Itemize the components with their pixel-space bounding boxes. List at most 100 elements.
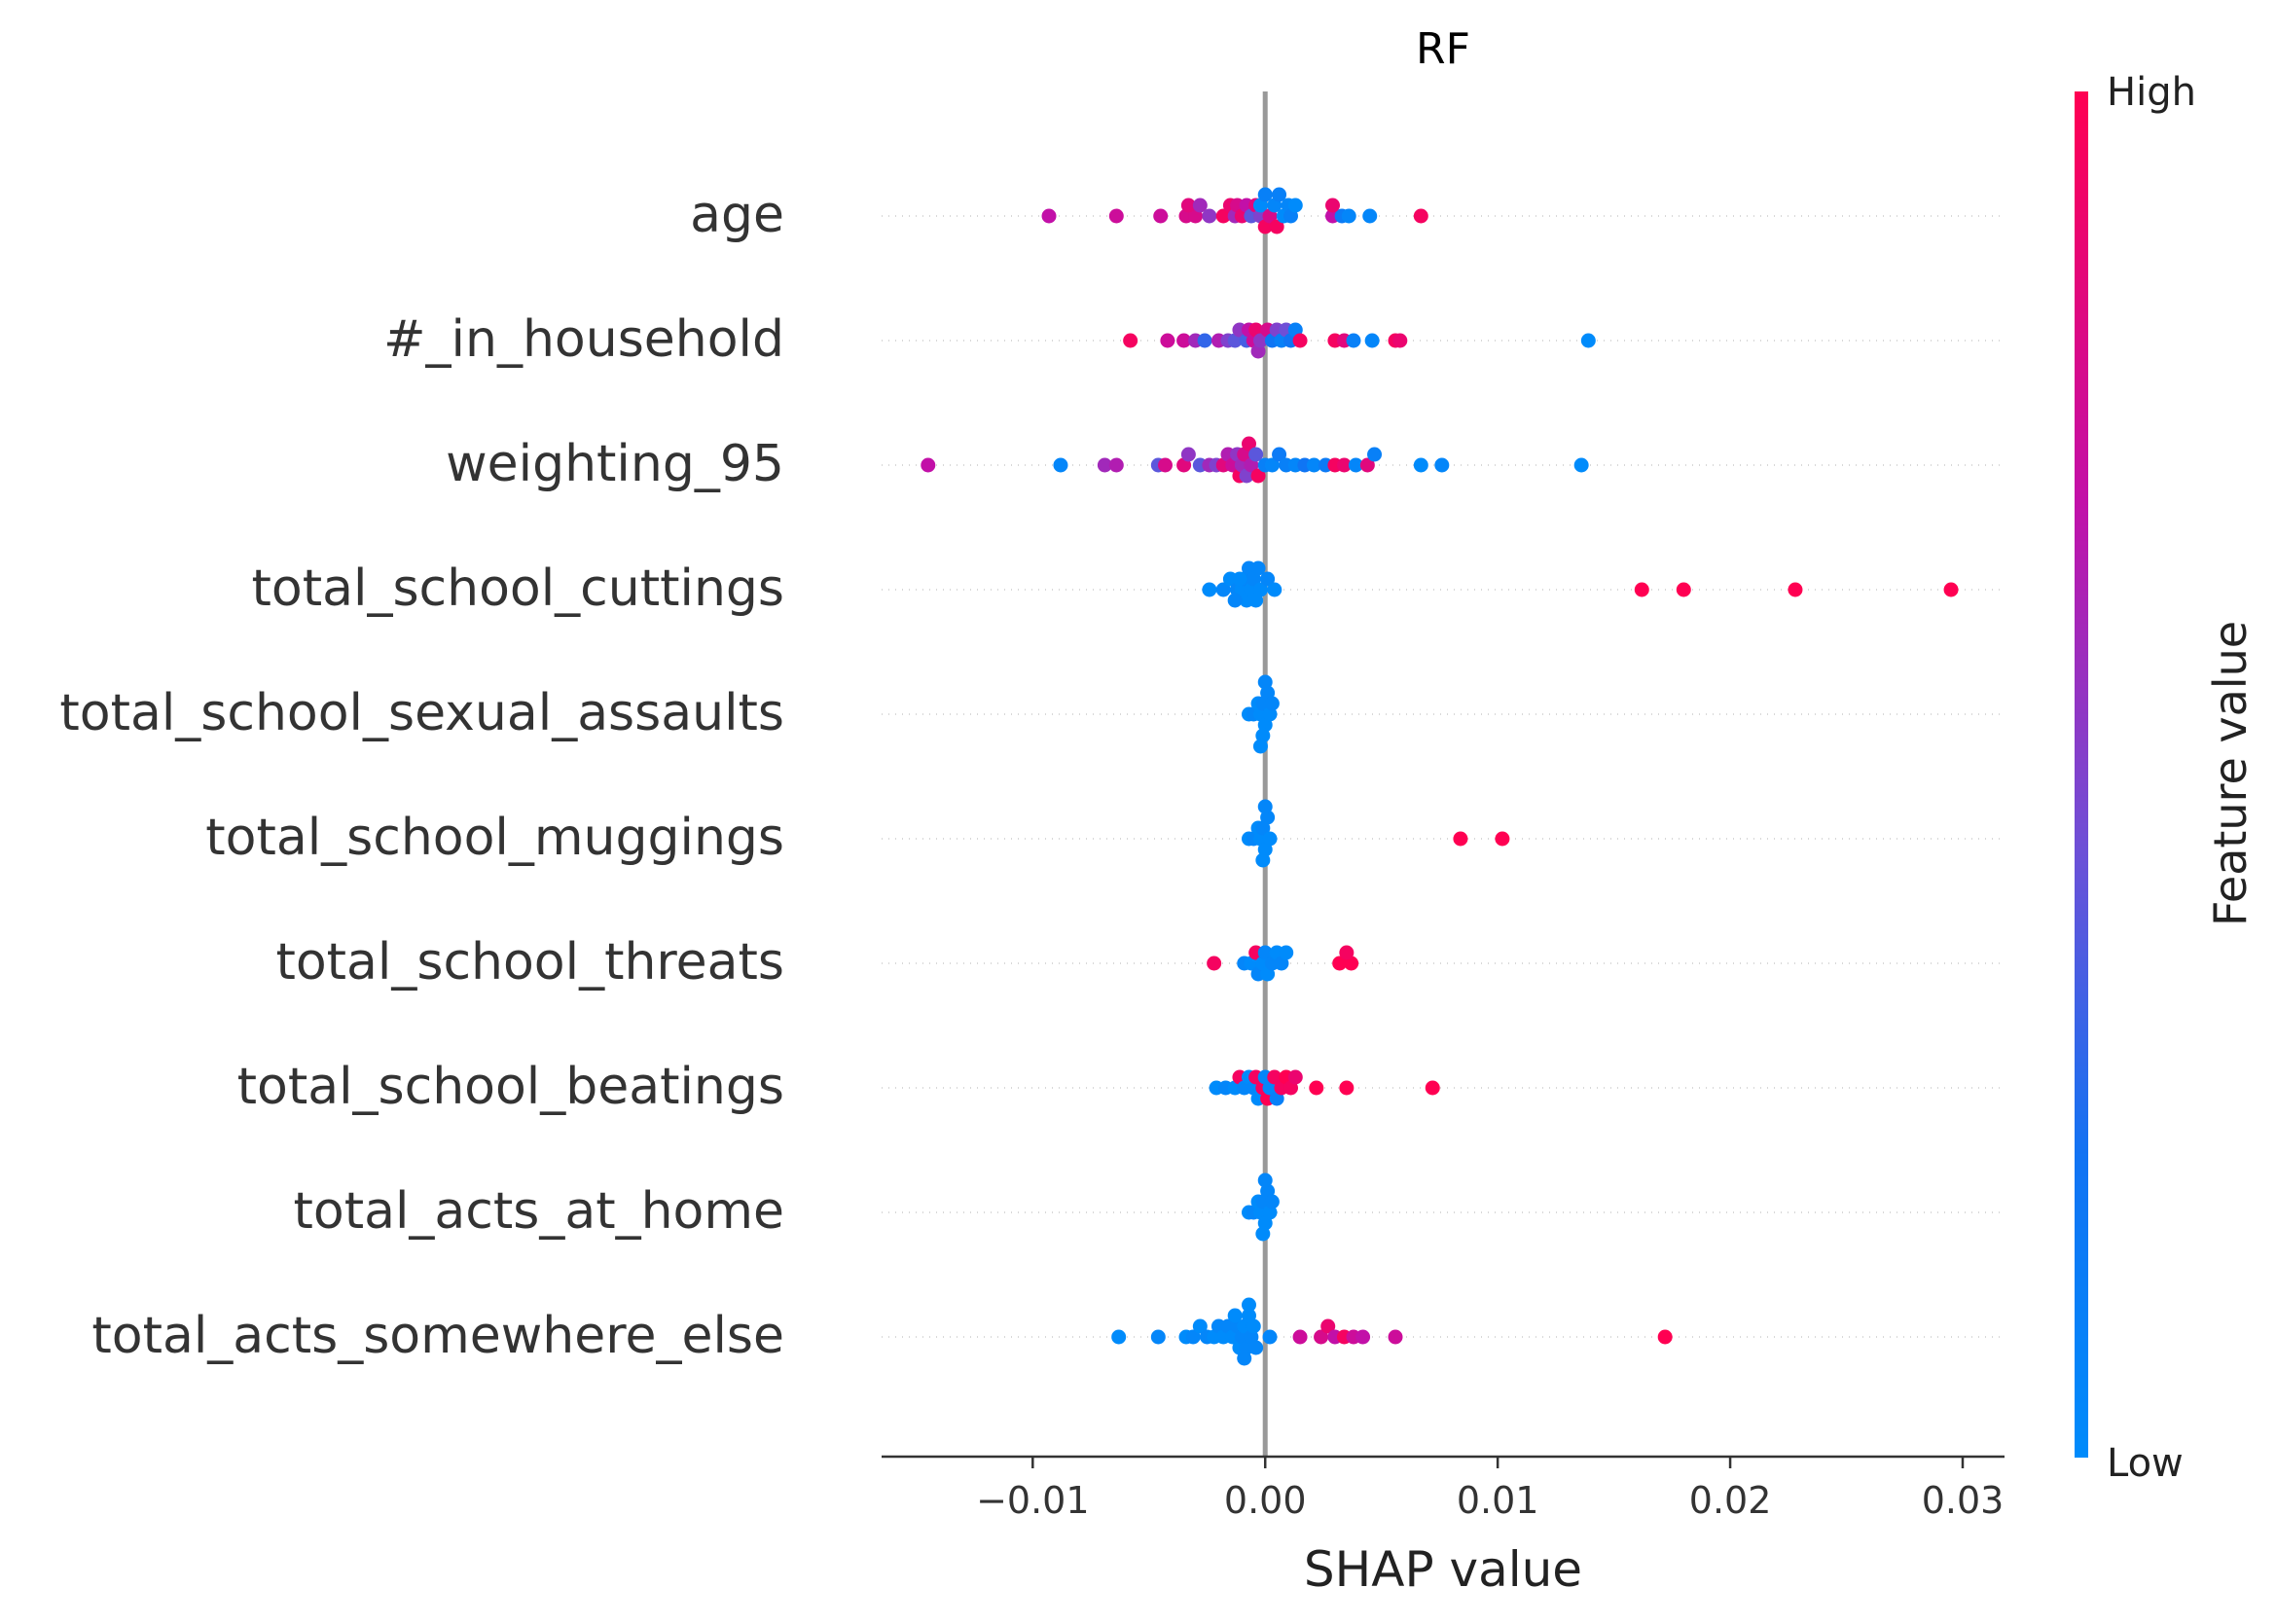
shap-point: [1246, 1318, 1261, 1334]
shap-point: [1262, 1329, 1278, 1345]
shap-point: [1241, 1297, 1256, 1313]
colorbar: [2075, 91, 2088, 1458]
shap-point: [1197, 333, 1212, 348]
shap-point: [1676, 582, 1691, 597]
shap-point: [1388, 1329, 1403, 1345]
shap-point: [1425, 1080, 1440, 1096]
shap-point: [1232, 571, 1247, 587]
shap-point: [1237, 1351, 1252, 1366]
shap-point: [1041, 208, 1057, 224]
feature-label: total_school_beatings: [237, 1058, 784, 1116]
shap-point: [1264, 457, 1280, 473]
shap-point: [921, 457, 936, 473]
shap-point: [1339, 945, 1355, 960]
points-layer: [921, 187, 1959, 1366]
feature-label: total_school_threats: [275, 933, 784, 992]
feature-label: total_school_muggings: [205, 809, 784, 867]
shap-point: [1252, 739, 1268, 754]
shap-point: [1314, 1329, 1329, 1345]
shap-point: [1180, 198, 1196, 213]
shap-point: [1227, 593, 1243, 608]
shap-point: [1257, 1173, 1273, 1188]
shap-point: [1264, 1194, 1280, 1209]
shap-point: [1202, 582, 1217, 597]
feature-label: weighting_95: [446, 435, 784, 493]
shap-point: [1348, 457, 1363, 473]
shap-point: [1192, 198, 1208, 213]
shap-point: [1364, 333, 1380, 348]
x-tick-label: 0.00: [1224, 1479, 1307, 1522]
shap-point: [1306, 457, 1321, 473]
shap-point: [1257, 799, 1273, 814]
shap-point: [1207, 956, 1222, 971]
shap-point: [1202, 208, 1217, 224]
colorbar-label: Feature value: [2204, 621, 2257, 926]
shap-point: [1108, 208, 1124, 224]
shap-point: [1362, 208, 1378, 224]
shap-point: [1788, 582, 1803, 597]
shap-point: [1153, 208, 1169, 224]
x-tick-label: 0.03: [1922, 1479, 2005, 1522]
shap-point: [1346, 333, 1361, 348]
shap-point: [1264, 696, 1280, 711]
shap-point: [1341, 208, 1356, 224]
shap-point: [1495, 831, 1510, 847]
shap-point: [1252, 582, 1268, 597]
x-ticks: −0.01 0.00 0.01 0.02 0.03: [976, 1457, 2004, 1522]
feature-label: total_acts_somewhere_else: [91, 1307, 784, 1365]
feature-label: age: [690, 186, 784, 244]
shap-point: [1943, 582, 1959, 597]
shap-point: [1192, 1318, 1208, 1334]
shap-point: [1413, 208, 1428, 224]
colorbar-low-label: Low: [2107, 1441, 2184, 1486]
chart-title: RF: [1416, 24, 1470, 74]
shap-point: [1367, 447, 1383, 462]
feature-row-guides: [882, 215, 2005, 1338]
shap-point: [1267, 1069, 1283, 1085]
shap-point: [1336, 457, 1352, 473]
shap-point: [1339, 1080, 1355, 1096]
shap-point: [1272, 187, 1287, 202]
shap-point: [1185, 1329, 1201, 1345]
feature-label: total_school_cuttings: [252, 559, 784, 618]
shap-point: [1320, 1318, 1336, 1334]
shap-point: [1287, 1069, 1303, 1085]
feature-label: #_in_household: [383, 310, 784, 369]
shap-point: [1269, 219, 1284, 235]
shap-point: [1262, 831, 1278, 847]
shap-point: [1053, 457, 1068, 473]
shap-point: [1292, 1329, 1308, 1345]
shap-point: [1160, 333, 1175, 348]
shap-point: [1215, 582, 1231, 597]
shap-point: [1108, 457, 1124, 473]
shap-point: [1257, 187, 1273, 202]
shap-point: [1332, 956, 1348, 971]
shap-point: [1257, 945, 1273, 960]
shap-point: [1111, 1329, 1127, 1345]
shap-point: [1123, 333, 1138, 348]
shap-point: [1252, 333, 1268, 348]
shap-point: [1248, 1340, 1264, 1355]
shap-point: [1580, 333, 1596, 348]
shap-point: [1325, 198, 1341, 213]
shap-point: [1309, 1080, 1324, 1096]
x-tick-label: 0.02: [1689, 1479, 1772, 1522]
shap-point: [1292, 333, 1308, 348]
shap-point: [1359, 457, 1375, 473]
feature-labels: age #_in_household weighting_95 total_schoo…: [59, 186, 784, 1365]
shap-point: [1272, 447, 1287, 462]
shap-point: [1287, 198, 1303, 213]
shap-point: [1260, 571, 1276, 587]
shap-point: [1279, 945, 1294, 960]
shap-point: [1413, 457, 1428, 473]
shap-point: [1355, 1329, 1371, 1345]
shap-point: [1150, 1329, 1166, 1345]
shap-point: [1573, 457, 1589, 473]
shap-point: [1180, 447, 1196, 462]
x-tick-label: 0.01: [1457, 1479, 1539, 1522]
feature-label: total_school_sexual_assaults: [59, 684, 784, 742]
shap-point: [1255, 852, 1271, 868]
shap-point: [1634, 582, 1649, 597]
